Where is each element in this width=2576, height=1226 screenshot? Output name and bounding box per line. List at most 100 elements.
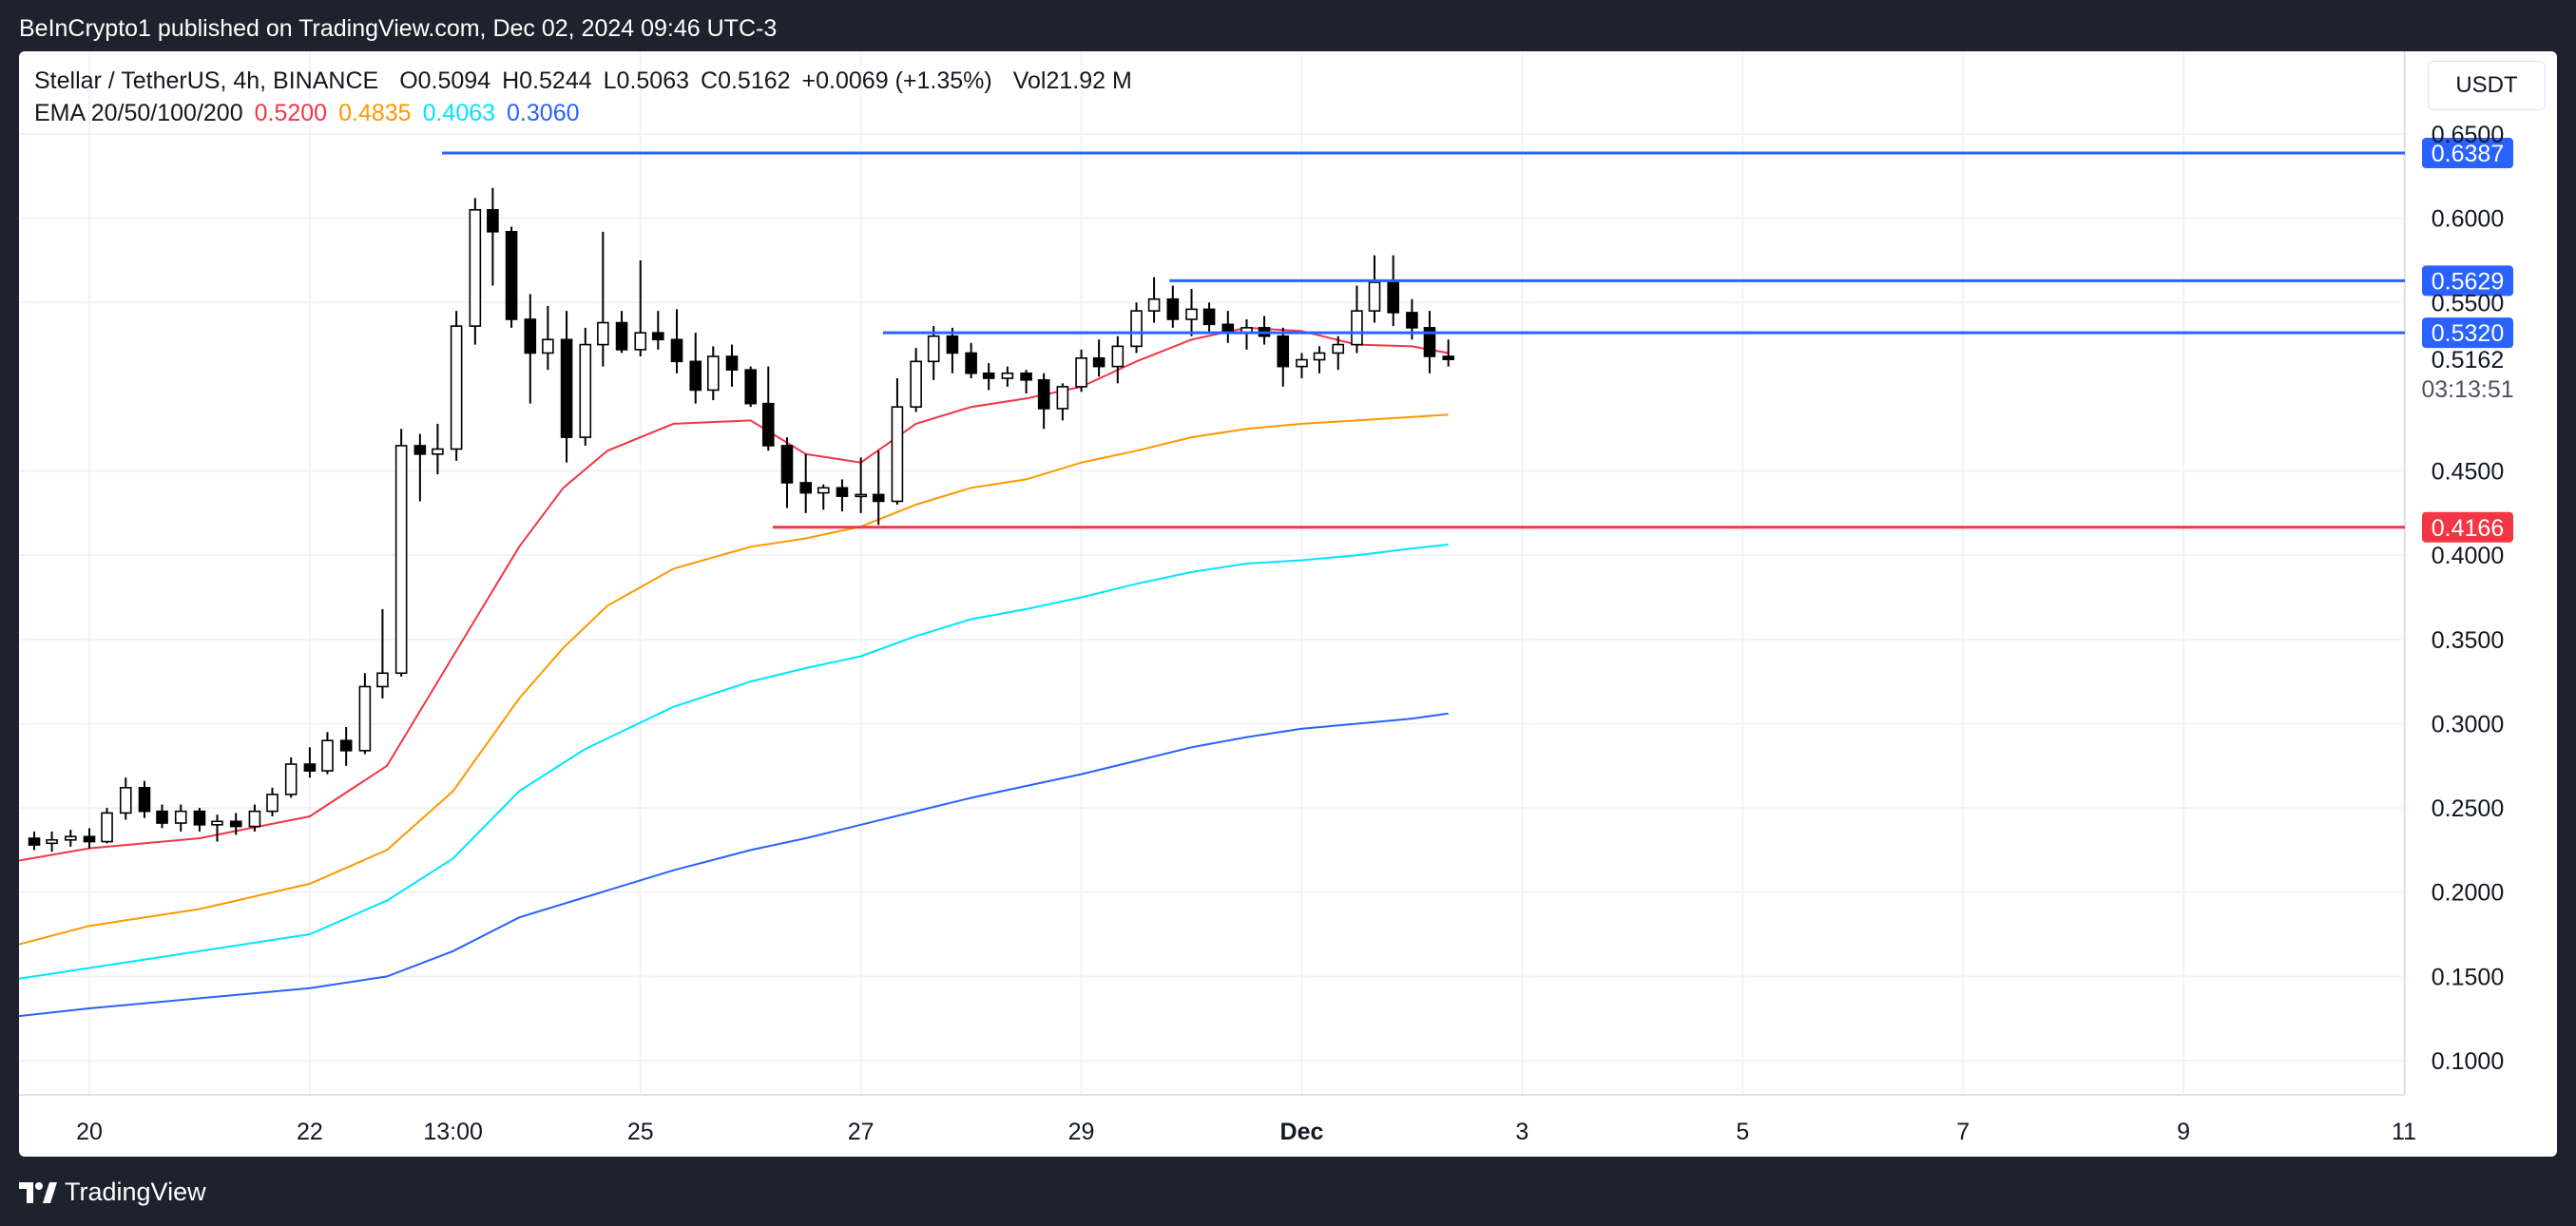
candle-body [83, 835, 96, 843]
candle-body [780, 445, 794, 484]
ema200-value: 0.3060 [507, 100, 580, 126]
candle-body [174, 810, 187, 824]
x-tick-label: 20 [76, 1119, 103, 1145]
ema-line-3 [19, 544, 1449, 980]
x-tick-label: 25 [627, 1119, 654, 1145]
candle-body [689, 360, 702, 392]
tradingview-logo-icon [19, 1181, 57, 1203]
candle-body [855, 493, 867, 498]
candle-body [1092, 356, 1105, 368]
candle-body [229, 820, 242, 828]
candle-body [817, 487, 830, 494]
candle-body [597, 321, 609, 346]
candle-body [469, 208, 482, 327]
y-tick-label: 0.3000 [2432, 711, 2504, 738]
candle-body [1423, 327, 1436, 357]
ema-line-2 [19, 413, 1449, 946]
tradingview-logo[interactable]: TradingView [19, 1178, 206, 1207]
candle-body [1277, 335, 1290, 368]
candle-body [28, 837, 41, 846]
y-tick-label: 0.1000 [2432, 1048, 2504, 1075]
candle-body [1020, 372, 1032, 381]
y-tick-label: 0.1500 [2432, 964, 2504, 990]
candle-body [1296, 358, 1308, 368]
y-tick-label: 0.6000 [2432, 206, 2504, 233]
candle-body [1202, 308, 1216, 326]
candle-body [579, 343, 592, 438]
candle-body [946, 335, 959, 354]
x-tick-label: 11 [2392, 1119, 2416, 1145]
candle-body [670, 338, 683, 363]
x-tick-label: 9 [2177, 1119, 2190, 1145]
candle-body [284, 763, 298, 795]
candle-body [761, 402, 775, 447]
candle-body [376, 672, 389, 688]
candle-body [156, 810, 168, 824]
ema-label[interactable]: EMA 20/50/100/200 [34, 100, 243, 126]
candle-body [1185, 308, 1198, 320]
publisher-bar: BeInCrypto1 published on TradingView.com… [0, 0, 2576, 51]
candle-body [1442, 355, 1454, 360]
candle-body [266, 794, 279, 813]
volume-value: Vol21.92 M [1012, 67, 1132, 94]
symbol-label[interactable]: Stellar / TetherUS, 4h, BINANCE [34, 67, 379, 94]
candle-body [1111, 345, 1125, 368]
level-price-badge [2422, 511, 2513, 543]
candle-body [872, 493, 885, 503]
candle-body [339, 739, 353, 752]
candle-body [1351, 310, 1363, 346]
level-price-label: 0.4166 [2432, 515, 2504, 542]
y-tick-label: 0.4000 [2432, 543, 2504, 569]
candle-body [1075, 356, 1087, 388]
x-tick-label: 22 [297, 1119, 323, 1145]
candle-body [706, 355, 720, 392]
chart-legend: Stellar / TetherUS, 4h, BINANCE O0.5094 H0… [34, 65, 1144, 129]
candle-body [321, 739, 334, 772]
candle-body [634, 332, 647, 351]
candle-body [432, 448, 444, 455]
currency-button[interactable]: USDT [2428, 61, 2546, 110]
candle-body [965, 352, 977, 374]
ema-line-1 [19, 326, 1449, 862]
candle-body [1406, 312, 1418, 329]
x-tick-label: Dec [1280, 1119, 1324, 1145]
candle-body [1001, 372, 1014, 379]
candle-body [1130, 310, 1143, 348]
candle-body [927, 335, 940, 363]
candle-body [358, 685, 372, 752]
candle-body [891, 406, 904, 503]
change-value: +0.0069 (+1.35%) [801, 67, 992, 94]
high-value: H0.5244 [502, 67, 592, 94]
countdown-label: 03:13:51 [2421, 376, 2513, 403]
low-value: L0.5063 [603, 67, 690, 94]
candle-body [1056, 386, 1069, 410]
chart-panel[interactable]: 0.6387 0.5629 0.5320 0.4166 0.6500 0.6000 0.55… [19, 51, 2557, 1157]
x-tick-label: 3 [1515, 1119, 1528, 1145]
candle-body [560, 338, 573, 438]
footer-bar: TradingView [0, 1157, 2576, 1226]
candle-body [725, 355, 739, 371]
price-chart[interactable]: 0.6387 0.5629 0.5320 0.4166 0.6500 0.6000 0.55… [19, 51, 2557, 1157]
candle-body [524, 318, 537, 354]
candle-body [615, 321, 628, 351]
y-tick-label: 0.5500 [2432, 290, 2504, 316]
level-price-label: 0.6387 [2432, 141, 2504, 167]
candle-body [303, 763, 317, 772]
candle-body [193, 810, 206, 826]
close-value: C0.5162 [701, 67, 791, 94]
candle-body [1037, 379, 1050, 410]
candle-body [799, 482, 812, 494]
candle-body [119, 787, 132, 814]
y-tick-label: 0.2500 [2432, 795, 2504, 822]
ema50-value: 0.4835 [338, 100, 412, 126]
candle-body [1313, 352, 1326, 361]
candle-body [101, 812, 113, 843]
candle-body [394, 445, 408, 675]
candle-body [836, 487, 849, 497]
level-price-badge [2422, 265, 2513, 297]
y-tick-label: 0.2000 [2432, 880, 2504, 907]
candle-body [505, 231, 518, 320]
candle-body [46, 838, 58, 845]
level-price-label: 0.5320 [2432, 320, 2504, 347]
ema20-value: 0.5200 [254, 100, 328, 126]
